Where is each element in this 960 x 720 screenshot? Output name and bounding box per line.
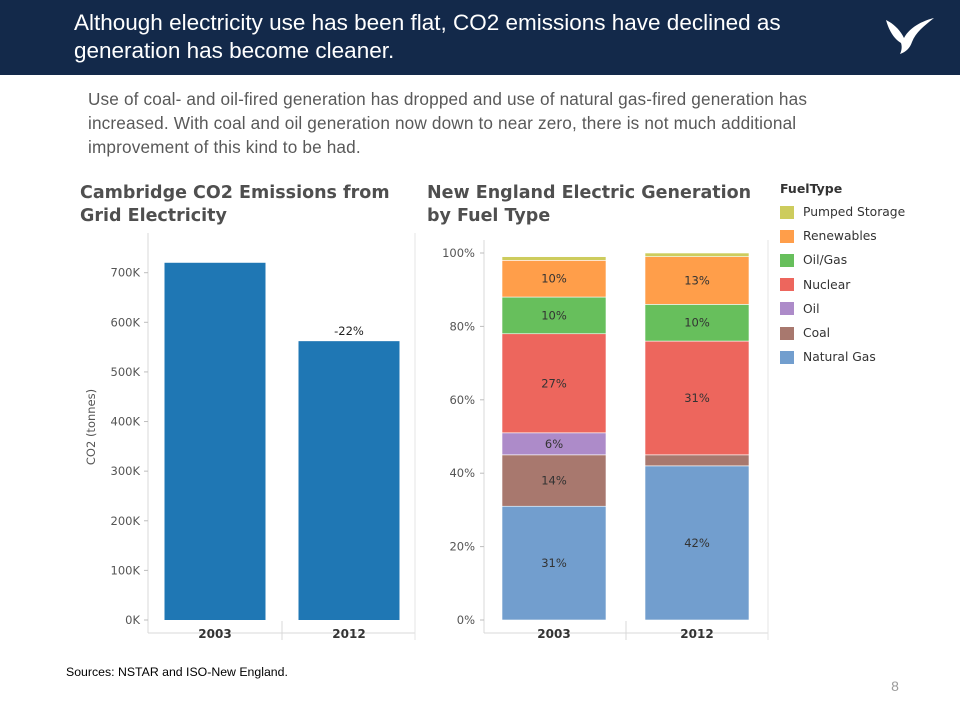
left-chart-title: Cambridge CO2 Emissions from Grid Electr… [80,183,390,226]
fuel-type-legend: FuelType Pumped Storage Renewables Oil/Gas… [780,181,950,369]
right-chart-title: New England Electric Generation by Fuel … [427,183,752,226]
co2-bar-2012 [298,341,400,620]
legend-label: Natural Gas [803,350,876,365]
legend-title: FuelType [780,181,843,196]
left-y-tick-label: 300K [111,464,141,478]
legend-swatch [780,278,794,292]
legend-swatch [780,350,794,364]
segment-label: 10% [541,308,567,322]
segment-label: 10% [684,316,710,330]
legend-swatch [780,253,794,267]
left-x-tick-label: 2003 [198,627,231,641]
segment-label: 31% [684,391,710,405]
right-y-tick-label: 40% [449,466,475,480]
legend-label: Oil/Gas [803,253,848,268]
legend-label: Nuclear [803,277,851,292]
left-y-tick-label: 200K [111,514,141,528]
right-x-tick-label: 2012 [680,627,713,641]
legend-swatch [780,302,794,316]
co2-bar-2003 [164,262,266,620]
legend-item: Renewables [780,224,950,248]
legend-item: Pumped Storage [780,200,950,224]
sources-note: Sources: NSTAR and ISO-New England. [66,665,288,679]
header-bar: Although electricity use has been flat, … [0,0,960,75]
right-y-tick-label: 20% [449,540,475,554]
legend-label: Pumped Storage [803,205,906,220]
left-y-tick-label: 500K [111,365,141,379]
slide-title: Although electricity use has been flat, … [74,10,781,63]
right-y-tick-label: 100% [442,246,475,260]
segment-label: 10% [541,272,567,286]
segment-label: 27% [541,376,567,390]
legend-label: Renewables [803,229,877,244]
legend-swatch [780,229,794,243]
left-x-tick-label: 2012 [332,627,365,641]
segment-label: 14% [541,474,567,488]
segment-renewables-2003 [501,260,607,298]
segment-oil-gas-2003 [501,296,607,335]
legend-label: Oil [803,301,820,316]
left-y-tick-label: 700K [111,266,141,280]
segment-label: 42% [684,536,710,550]
legend-swatch [780,205,794,219]
right-y-tick-label: 0% [457,613,475,627]
co2-change-annotation: -22% [334,324,364,338]
segment-nuclear-2012 [644,340,750,456]
segment-coal-2003 [501,454,607,507]
segment-natural-gas-2012 [644,465,750,621]
segment-oil-gas-2012 [644,304,750,342]
segment-label: 6% [545,437,563,451]
segment-natural-gas-2003 [501,505,607,621]
segment-pumped-storage-2003 [501,256,607,261]
segment-label: 13% [684,274,710,288]
legend-item: Oil [780,297,950,321]
page-number: 8 [891,678,899,694]
right-y-tick-label: 60% [449,393,475,407]
legend-item: Natural Gas [780,345,950,369]
legend-item: Coal [780,321,950,345]
slide-subtitle: Use of coal- and oil-fired generation ha… [88,89,808,157]
legend-label: Coal [803,326,831,341]
left-y-axis-label: CO2 (tonnes) [84,389,98,465]
legend-swatch [780,326,794,340]
segment-coal-2012 [644,454,750,467]
segment-renewables-2012 [644,256,750,305]
left-y-tick-label: 0K [125,613,140,627]
legend-item: Nuclear [780,273,950,297]
left-y-tick-label: 400K [111,415,141,429]
right-y-tick-label: 80% [449,319,475,333]
left-y-tick-label: 100K [111,563,141,577]
segment-nuclear-2003 [501,333,607,434]
bird-logo-icon [886,18,934,54]
segment-label: 31% [541,556,567,570]
segment-pumped-storage-2012 [644,252,750,257]
right-x-tick-label: 2003 [537,627,570,641]
legend-item: Oil/Gas [780,248,950,272]
left-y-tick-label: 600K [111,315,141,329]
